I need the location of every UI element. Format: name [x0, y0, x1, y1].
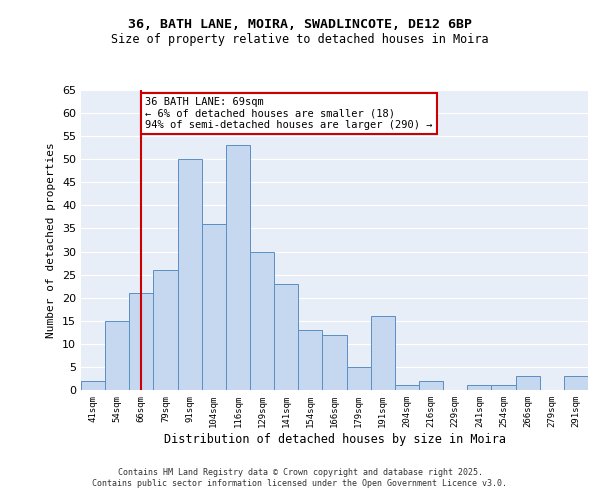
X-axis label: Distribution of detached houses by size in Moira: Distribution of detached houses by size … — [163, 432, 505, 446]
Bar — [154, 270, 178, 390]
Bar — [274, 284, 298, 390]
Text: 36, BATH LANE, MOIRA, SWADLINCOTE, DE12 6BP: 36, BATH LANE, MOIRA, SWADLINCOTE, DE12 … — [128, 18, 472, 30]
Bar — [347, 367, 371, 390]
Bar — [467, 386, 491, 390]
Bar — [371, 316, 395, 390]
Bar — [178, 159, 202, 390]
Bar — [395, 386, 419, 390]
Bar — [564, 376, 588, 390]
Bar — [322, 334, 347, 390]
Bar — [81, 381, 105, 390]
Text: 36 BATH LANE: 69sqm
← 6% of detached houses are smaller (18)
94% of semi-detache: 36 BATH LANE: 69sqm ← 6% of detached hou… — [145, 97, 433, 130]
Text: Size of property relative to detached houses in Moira: Size of property relative to detached ho… — [111, 32, 489, 46]
Bar — [105, 321, 129, 390]
Bar — [250, 252, 274, 390]
Text: Contains HM Land Registry data © Crown copyright and database right 2025.
Contai: Contains HM Land Registry data © Crown c… — [92, 468, 508, 487]
Y-axis label: Number of detached properties: Number of detached properties — [46, 142, 56, 338]
Bar — [129, 293, 154, 390]
Bar — [298, 330, 322, 390]
Bar — [491, 386, 515, 390]
Bar — [226, 146, 250, 390]
Bar — [515, 376, 540, 390]
Bar — [419, 381, 443, 390]
Bar — [202, 224, 226, 390]
